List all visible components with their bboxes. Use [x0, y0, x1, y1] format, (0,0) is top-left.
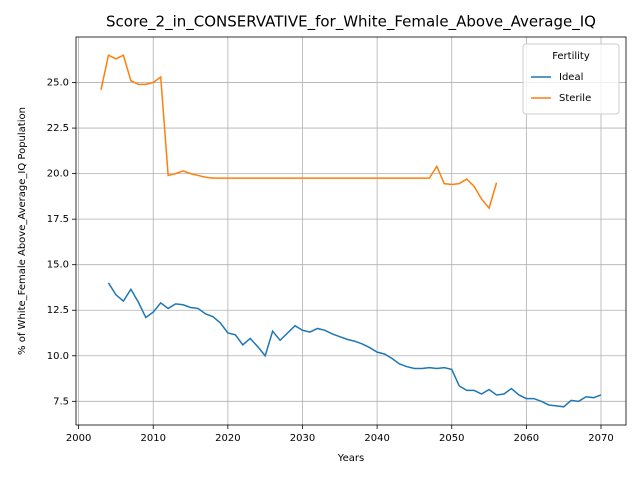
chart-title: Score_2_in_CONSERVATIVE_for_White_Female…: [106, 13, 596, 32]
x-tick-label: 2060: [514, 433, 539, 444]
x-tick-label: 2070: [588, 433, 613, 444]
series-line: [100, 54, 498, 210]
y-axis-label: % of White_Female Above_Average_IQ Popul…: [17, 107, 28, 355]
legend-label: Ideal: [559, 72, 583, 83]
y-tick-label: 15.0: [47, 260, 69, 271]
y-tick-label: 10.0: [47, 351, 69, 362]
y-tick-label: 22.5: [47, 123, 69, 134]
y-tick-label: 20.0: [47, 169, 69, 180]
legend-box: [522, 43, 620, 115]
x-tick-label: 2040: [364, 433, 389, 444]
y-tick-label: 17.5: [47, 214, 69, 225]
x-tick-label: 2020: [215, 433, 240, 444]
x-tick-label: 2000: [66, 433, 91, 444]
x-axis-label: Years: [337, 453, 364, 464]
legend-label: Sterile: [559, 93, 591, 104]
y-tick-label: 25.0: [47, 78, 69, 89]
series-line: [107, 282, 602, 408]
y-tick-label: 12.5: [47, 305, 69, 316]
x-tick-label: 2010: [141, 433, 166, 444]
y-tick-label: 7.5: [53, 396, 69, 407]
x-tick-label: 2030: [290, 433, 315, 444]
x-tick-label: 2050: [439, 433, 464, 444]
plot-frame: [75, 36, 627, 426]
legend-title: Fertility: [552, 51, 590, 62]
